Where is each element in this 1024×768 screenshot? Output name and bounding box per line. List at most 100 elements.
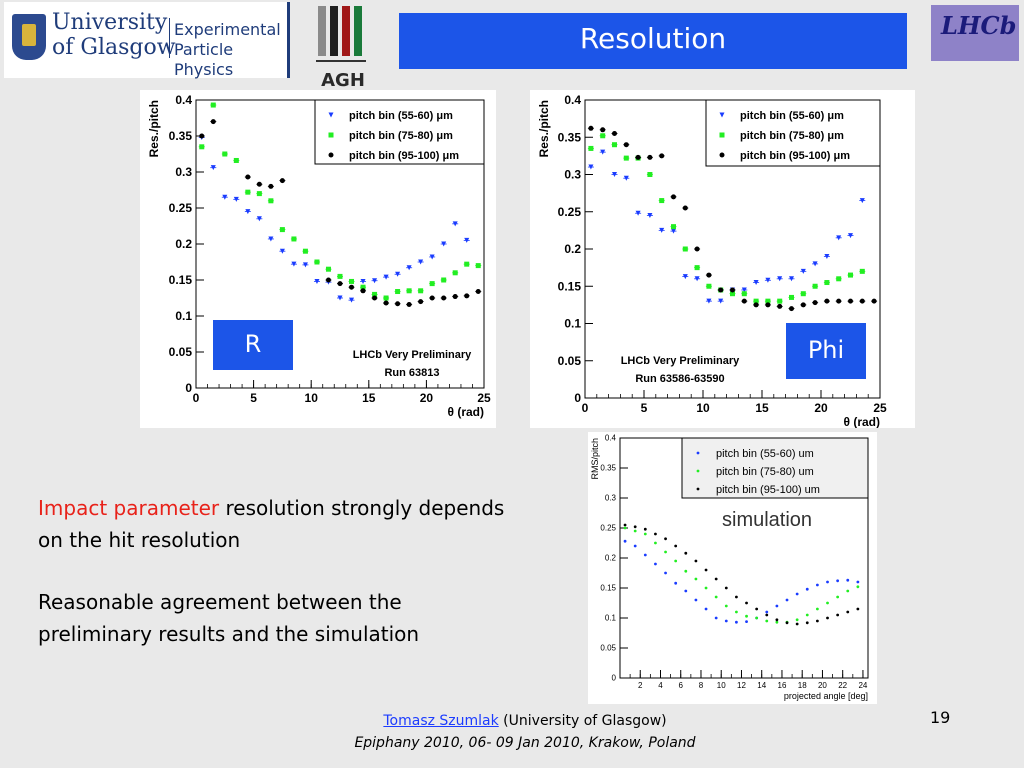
data-point <box>623 175 629 181</box>
data-point <box>647 172 653 177</box>
paragraph-impact-parameter-rest: resolution strongly depends on the hit r… <box>38 496 505 552</box>
x-tick-label: 10 <box>696 401 710 415</box>
data-point <box>360 284 366 290</box>
event-info: Epiphany 2010, 06- 09 Jan 2010, Krakow, … <box>354 735 696 751</box>
data-point <box>714 595 718 599</box>
data-point <box>395 289 401 295</box>
data-point <box>682 246 688 252</box>
legend-marker <box>719 152 725 158</box>
phi-label-box: Phi <box>786 323 866 379</box>
x-tick-label: 22 <box>838 681 847 690</box>
x-tick-label: 20 <box>814 401 828 415</box>
data-point <box>777 276 783 282</box>
data-point <box>268 183 274 189</box>
data-point <box>836 613 840 617</box>
data-point <box>704 607 708 611</box>
data-point <box>245 174 251 180</box>
data-point <box>856 607 860 611</box>
y-tick-label: 0.15 <box>600 584 616 593</box>
data-point <box>349 297 355 303</box>
data-point <box>704 586 708 590</box>
data-point <box>765 619 769 623</box>
r-label-box: R <box>213 320 293 370</box>
data-point <box>815 583 819 587</box>
series-2 <box>623 523 860 626</box>
data-point <box>325 277 331 283</box>
data-point <box>647 212 653 218</box>
x-tick-label: 5 <box>641 401 648 415</box>
data-point <box>836 595 840 599</box>
x-tick-label: 18 <box>798 681 807 690</box>
data-point <box>633 525 637 529</box>
legend-entry: pitch bin (95-100) μm <box>740 150 850 162</box>
y-tick-label: 0.05 <box>600 644 616 653</box>
x-axis-label: θ (rad) <box>448 405 485 419</box>
x-tick-label: 15 <box>755 401 769 415</box>
data-point <box>268 236 274 242</box>
data-point <box>245 189 251 195</box>
data-point <box>741 287 747 293</box>
data-point <box>815 619 819 623</box>
data-point <box>765 298 771 304</box>
data-point <box>765 613 769 617</box>
data-point <box>735 620 738 624</box>
data-point <box>588 145 594 151</box>
series-1 <box>198 102 482 301</box>
legend-marker <box>719 132 725 138</box>
legend-entry: pitch bin (75-80) um <box>716 466 814 478</box>
legend-entry: pitch bin (55-60) μm <box>740 110 844 122</box>
data-point <box>674 559 678 563</box>
data-point <box>643 527 647 531</box>
data-point <box>815 607 819 611</box>
data-point <box>836 276 842 282</box>
data-point <box>268 198 274 204</box>
page-number: 19 <box>930 708 951 727</box>
data-point <box>279 227 285 233</box>
author-link[interactable]: Tomasz Szumlak <box>383 713 499 729</box>
glasgow-logo: University of Glasgow Experimental Parti… <box>4 2 290 80</box>
data-point <box>753 302 759 308</box>
glasgow-dept-line2: Particle Physics <box>174 40 234 79</box>
data-point <box>475 289 481 295</box>
glasgow-logo-line2: of Glasgow <box>52 35 176 60</box>
y-tick-label: 0 <box>574 391 581 405</box>
data-point <box>848 233 853 239</box>
legend-entry: pitch bin (95-100) μm <box>349 150 459 162</box>
y-tick-label: 0.4 <box>564 93 581 107</box>
y-tick-label: 0.05 <box>558 354 582 368</box>
glasgow-dept: Experimental Particle Physics <box>174 20 287 80</box>
data-point <box>724 586 728 590</box>
phi-resolution-chart: 0 0.05 0.1 0.15 0.2 0.25 0.3 0.35 0.4 0 5 10 15 20 25 R… <box>530 90 915 429</box>
data-point <box>795 618 799 622</box>
y-tick-label: 0.3 <box>605 494 617 503</box>
data-point <box>805 613 809 617</box>
x-tick-label: 0 <box>193 391 200 405</box>
data-point <box>349 284 355 290</box>
data-point <box>836 579 840 583</box>
simulation-chart-svg: 00.050.10.150.20.250.30.350.42 4 6 8 10 12 14 1… <box>590 434 869 701</box>
slide-title: Resolution <box>399 13 907 69</box>
data-point <box>714 616 718 620</box>
data-point <box>245 209 251 215</box>
agh-logo: AGH <box>312 2 374 92</box>
y-tick-label: 0.1 <box>175 309 192 323</box>
y-tick-label: 0.35 <box>558 130 582 144</box>
y-axis-label: Res./pitch <box>147 100 161 157</box>
x-tick-label: 16 <box>778 681 787 690</box>
data-point <box>383 295 389 301</box>
data-point <box>337 273 343 279</box>
data-point <box>314 259 320 265</box>
series-2 <box>198 119 482 307</box>
data-point <box>800 291 806 297</box>
lhcb-logo-text: LHCb <box>941 11 1017 40</box>
data-point <box>704 568 708 572</box>
data-point <box>745 614 748 618</box>
y-tick-label: 0.1 <box>564 317 581 331</box>
data-point <box>623 539 627 543</box>
legend-marker <box>696 469 700 473</box>
legend-marker <box>328 112 334 118</box>
data-point <box>682 205 688 211</box>
data-point <box>633 544 637 548</box>
data-point <box>836 298 842 304</box>
data-point <box>256 181 262 187</box>
